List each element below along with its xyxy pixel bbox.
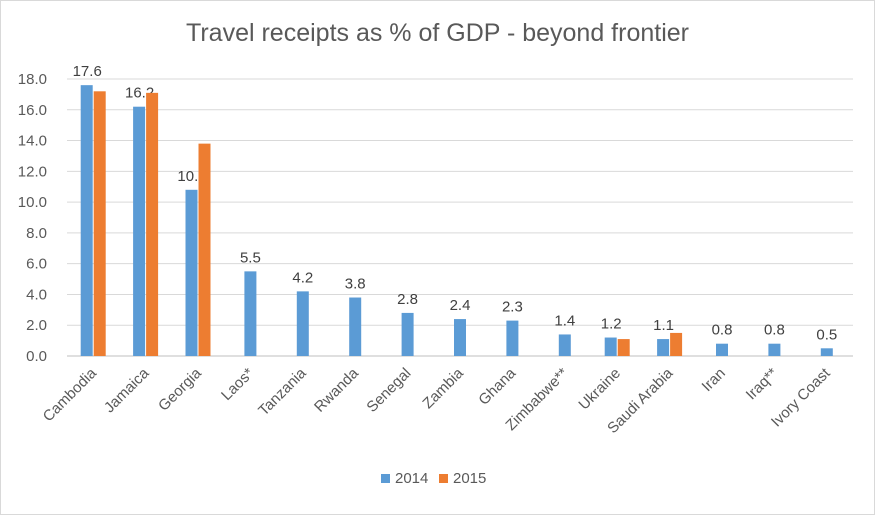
x-category-label: Senegal [363, 365, 414, 416]
x-category-label: Ukraine [575, 365, 624, 414]
x-category-label: Zambia [419, 364, 467, 412]
y-tick-label: 12.0 [18, 163, 47, 180]
bar-2014-laos [244, 271, 257, 356]
bar-2015-georgia [198, 143, 211, 356]
bar-2015-saudi-arabia [670, 332, 683, 356]
bar-2014-senegal [401, 312, 414, 356]
data-label: 1.2 [601, 316, 622, 333]
legend-label-2015: 2015 [453, 470, 486, 487]
y-tick-label: 18.0 [18, 71, 47, 88]
data-label: 1.1 [653, 317, 674, 334]
y-tick-label: 14.0 [18, 133, 47, 150]
data-label: 2.8 [397, 291, 418, 308]
x-category-label: Jamaica [101, 364, 153, 416]
bar-2014-tanzania [296, 291, 309, 356]
bar-2014-saudi-arabia [657, 339, 670, 356]
bar-2015-ukraine [617, 339, 630, 356]
x-category-label: Iraq** [743, 365, 782, 404]
bar-2014-rwanda [349, 297, 362, 356]
bar-2014-ghana [506, 320, 519, 356]
y-tick-label: 6.0 [26, 256, 47, 273]
bar-2015-jamaica [146, 92, 159, 356]
bar-2014-zimbabwe [558, 334, 571, 356]
x-category-label: Iran [699, 365, 729, 395]
y-tick-label: 2.0 [26, 317, 47, 334]
bar-2014-jamaica [133, 106, 146, 356]
legend-swatch-2014 [381, 474, 390, 483]
bar-2014-ukraine [604, 337, 617, 356]
bar-2014-zambia [454, 319, 466, 356]
bar-2014-georgia [185, 189, 198, 356]
data-label: 2.4 [450, 297, 471, 314]
data-label: 5.5 [240, 249, 261, 266]
data-label: 0.8 [712, 322, 733, 339]
x-category-label: Tanzania [255, 364, 310, 419]
chart-title: Travel receipts as % of GDP - beyond fro… [186, 19, 689, 47]
data-label: 0.8 [764, 322, 785, 339]
x-category-label: Rwanda [311, 364, 362, 415]
data-label: 17.6 [73, 63, 102, 80]
y-tick-label: 16.0 [18, 102, 47, 119]
y-tick-label: 0.0 [26, 348, 47, 365]
x-category-label: Georgia [155, 364, 205, 414]
legend-label-2014: 2014 [395, 470, 428, 487]
y-tick-label: 8.0 [26, 225, 47, 242]
bar-2014-iraq [768, 343, 781, 356]
y-tick-label: 10.0 [18, 194, 47, 211]
legend-swatch-2015 [439, 474, 448, 483]
x-category-label: Ghana [475, 364, 519, 408]
data-label: 3.8 [345, 276, 366, 293]
bar-2014-iran [716, 343, 728, 356]
x-category-label: Laos* [218, 365, 257, 404]
x-category-label: Cambodia [40, 364, 101, 425]
data-label: 2.3 [502, 299, 523, 316]
bar-2014-cambodia [80, 85, 93, 357]
y-tick-label: 4.0 [26, 286, 47, 303]
bar-2015-cambodia [93, 91, 106, 357]
bar-2014-ivory-coast [820, 348, 833, 356]
data-label: 1.4 [554, 312, 575, 329]
data-label: 0.5 [816, 326, 837, 343]
data-label: 4.2 [292, 269, 313, 286]
